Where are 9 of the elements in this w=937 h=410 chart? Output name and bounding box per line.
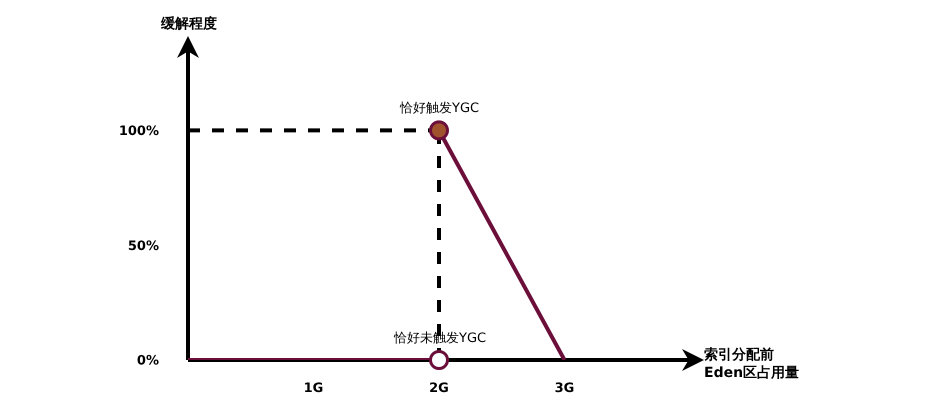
x-axis-title: 索引分配前 Eden区占用量 — [704, 347, 800, 382]
annotation: 恰好触发YGC — [399, 101, 480, 116]
x-tick-label: 2G — [429, 381, 449, 396]
x-tick-label: 3G — [554, 381, 574, 396]
y-tick-label: 0% — [136, 354, 159, 369]
x-tick-label: 1G — [304, 381, 324, 396]
y-axis-title: 缓解程度 — [160, 15, 217, 32]
y-tick-label: 50% — [128, 238, 159, 254]
y-tick-label: 100% — [118, 124, 159, 139]
